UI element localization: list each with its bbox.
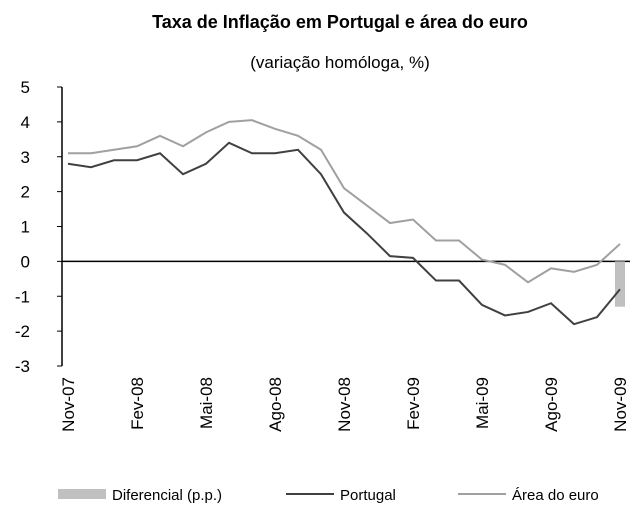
y-tick-label: 4 xyxy=(21,113,30,132)
legend-swatch xyxy=(58,489,106,499)
x-tick-label: Fev-09 xyxy=(404,377,423,430)
line-series xyxy=(68,119,621,284)
y-tick-label: -2 xyxy=(15,322,30,341)
legend-label: Diferencial (p.p.) xyxy=(112,487,222,504)
x-tick-label: Mai-08 xyxy=(197,377,216,429)
x-tick-label: Nov-08 xyxy=(335,377,354,432)
y-tick-label: 3 xyxy=(21,148,30,167)
chart-title: Taxa de Inflação em Portugal e área do e… xyxy=(152,12,528,32)
bar xyxy=(615,261,625,307)
x-tick-label: Mai-09 xyxy=(473,377,492,429)
line-series xyxy=(67,141,621,326)
x-tick-label: Ago-08 xyxy=(266,377,285,432)
y-tick-label: 2 xyxy=(21,183,30,202)
chart-subtitle: (variação homóloga, %) xyxy=(250,53,430,72)
x-tick-label: Fev-08 xyxy=(128,377,147,430)
y-tick-label: -3 xyxy=(15,357,30,376)
x-tick-label: Nov-07 xyxy=(59,377,78,432)
y-tick-label: 5 xyxy=(21,78,30,97)
y-tick-label: 1 xyxy=(21,218,30,237)
y-tick-label: -1 xyxy=(15,287,30,306)
y-tick-label: 0 xyxy=(21,252,30,271)
legend-label: Portugal xyxy=(340,487,396,504)
legend-label: Área do euro xyxy=(512,487,599,504)
x-tick-label: Ago-09 xyxy=(542,377,561,432)
x-tick-label: Nov-09 xyxy=(611,377,630,432)
